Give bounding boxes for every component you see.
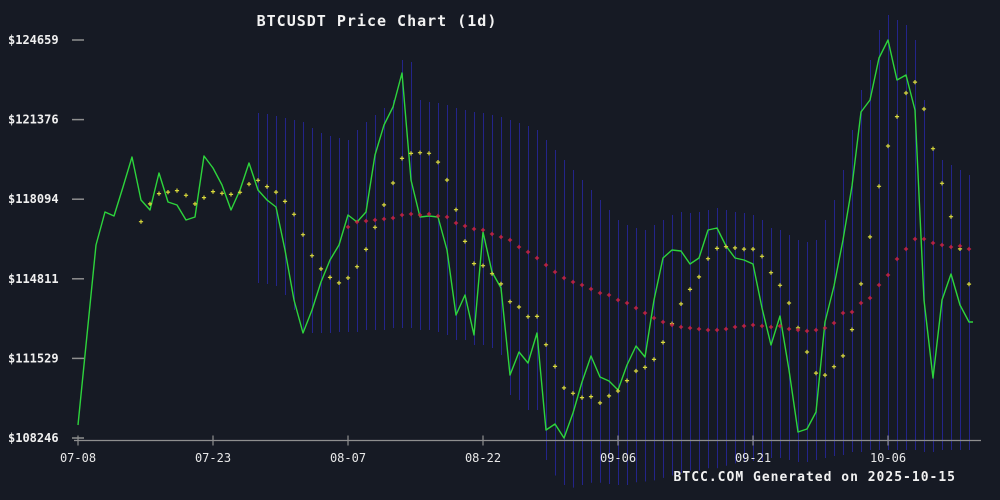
x-tick-label: 07-08 — [60, 451, 96, 465]
y-tick-label: $108246 — [8, 431, 59, 445]
y-tick-label: $118094 — [8, 192, 59, 206]
x-axis: 07-08 07-23 08-07 08-22 09-06 09-21 10-06 — [60, 435, 981, 465]
chart-title: BTCUSDT Price Chart (1d) — [256, 12, 498, 30]
x-tick-label: 07-23 — [195, 451, 231, 465]
x-tick-label: 10-06 — [870, 451, 906, 465]
daily-range-bars — [258, 14, 970, 488]
x-tick-label: 09-21 — [735, 451, 771, 465]
y-tick-label: $114811 — [8, 272, 59, 286]
y-tick-label: $121376 — [8, 113, 59, 127]
x-tick-label: 09-06 — [600, 451, 636, 465]
footer-credit: BTCC.COM Generated on 2025-10-15 — [673, 470, 956, 485]
x-tick-label: 08-07 — [330, 451, 366, 465]
ma7-dots — [138, 80, 972, 405]
x-tick-label: 08-22 — [465, 451, 501, 465]
y-tick-label: $124659 — [8, 33, 59, 47]
y-tick-label: $111529 — [8, 351, 59, 365]
y-axis: $124659 $121376 $118094 $114811 $111529 $1082… — [8, 33, 84, 445]
close-price-line — [77, 39, 973, 439]
ma30-dots — [345, 211, 972, 334]
